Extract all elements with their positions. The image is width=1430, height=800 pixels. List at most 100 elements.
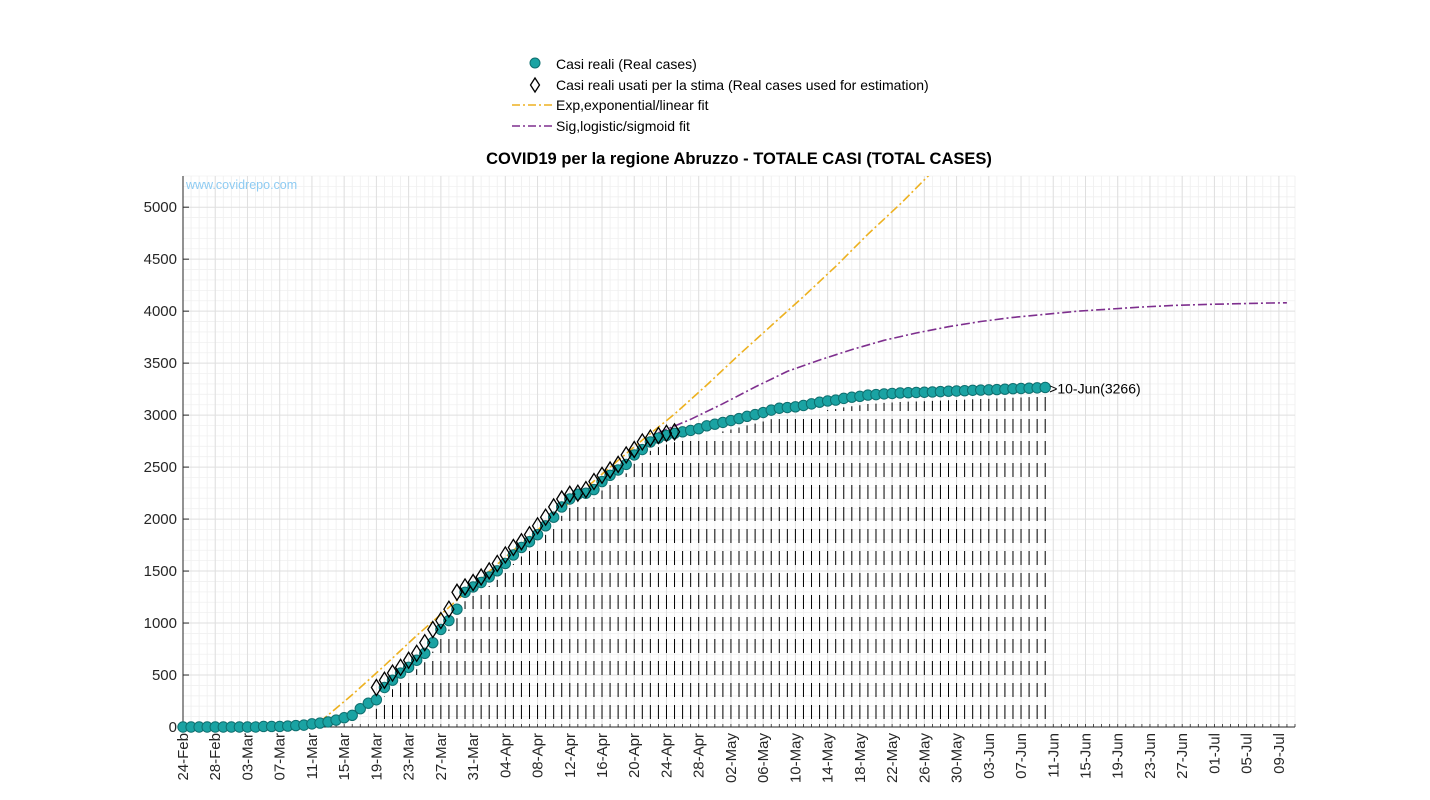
legend-item-exp-fit: Exp,exponential/linear fit: [504, 95, 929, 116]
real-case-point: [1039, 381, 1051, 394]
estimation-point: [523, 525, 536, 544]
estimation-point: [507, 538, 520, 557]
x-tick-label: 03-Jun: [981, 733, 998, 779]
estimation-point: [588, 472, 600, 491]
estimation-point: [394, 658, 407, 677]
x-tick-label: 14-May: [820, 733, 837, 784]
estimation-point: [555, 489, 568, 509]
legend-item-estimation-cases: Casi reali usati per la stima (Real case…: [504, 75, 929, 96]
estimation-point: [459, 577, 471, 597]
y-tick-label: 500: [152, 667, 177, 684]
x-tick-label: 03-Mar: [239, 733, 256, 781]
sigmoid-fit-line: [658, 302, 1287, 434]
real-case-point: [354, 703, 366, 715]
legend-item-sig-fit: Sig,logistic/sigmoid fit: [504, 116, 929, 137]
estimation-point: [491, 554, 504, 573]
legend: Casi reali (Real cases) Casi reali usati…: [504, 54, 929, 136]
x-tick-label: 04-Apr: [497, 733, 514, 778]
estimation-point: [451, 583, 463, 602]
y-tick-label: 3500: [144, 355, 177, 372]
x-tick-label: 19-Mar: [368, 733, 385, 781]
y-tick-label: 1000: [144, 615, 177, 632]
real-case-point: [451, 603, 463, 615]
x-tick-label: 15-Jun: [1077, 733, 1094, 779]
x-tick-label: 05-Jul: [1239, 733, 1256, 774]
dashdot-line-icon: [512, 104, 554, 106]
estimation-point: [604, 460, 616, 480]
estimation-point: [443, 599, 455, 619]
x-tick-label: 24-Apr: [658, 733, 675, 778]
legend-label: Casi reali usati per la stima (Real case…: [556, 76, 929, 93]
legend-item-real-cases: Casi reali (Real cases): [504, 54, 929, 75]
x-tick-label: 23-Mar: [401, 733, 418, 781]
y-tick-label: 2000: [144, 511, 177, 528]
legend-label: Sig,logistic/sigmoid fit: [556, 117, 690, 134]
estimation-point: [499, 545, 512, 565]
y-tick-label: 1500: [144, 563, 177, 580]
x-tick-label: 27-Mar: [433, 733, 450, 781]
estimation-point: [596, 466, 608, 485]
chart-title: COVID19 per la regione Abruzzo - TOTALE …: [486, 150, 992, 168]
x-tick-label: 12-Apr: [562, 733, 579, 778]
x-tick-label: 19-Jun: [1110, 733, 1127, 779]
real-case-point: [443, 614, 455, 627]
estimation-point: [547, 497, 560, 517]
x-tick-label: 26-May: [916, 733, 933, 784]
estimation-point: [620, 445, 632, 465]
legend-label: Exp,exponential/linear fit: [556, 97, 709, 113]
y-tick-label: 0: [169, 719, 177, 736]
x-tick-label: 09-Jul: [1271, 733, 1288, 774]
real-case-point: [346, 709, 358, 722]
x-tick-label: 18-May: [852, 733, 869, 784]
y-tick-label: 4500: [144, 251, 177, 268]
diamond-marker-icon: [529, 76, 541, 93]
estimation-point: [427, 620, 439, 639]
estimation-point: [483, 561, 495, 581]
y-tick-label: 5000: [144, 199, 177, 216]
x-tick-label: 01-Jul: [1206, 733, 1223, 774]
x-tick-label: 30-May: [949, 733, 966, 784]
estimation-point: [531, 516, 544, 536]
estimation-point: [402, 651, 415, 670]
x-tick-label: 07-Jun: [1013, 733, 1030, 779]
x-tick-label: 08-Apr: [530, 733, 547, 778]
x-tick-label: 07-Mar: [272, 733, 289, 781]
estimation-point: [467, 573, 479, 592]
estimation-point: [410, 644, 423, 663]
x-tick-label: 11-Jun: [1045, 733, 1062, 778]
estimation-point: [515, 532, 528, 551]
x-tick-label: 10-May: [787, 733, 804, 784]
estimation-point: [418, 633, 431, 652]
x-tick-label: 23-Jun: [1142, 733, 1159, 779]
x-tick-label: 24-Feb: [175, 733, 192, 781]
y-tick-label: 3000: [144, 407, 177, 424]
estimation-point: [580, 480, 592, 499]
estimation-point: [435, 611, 447, 630]
x-tick-label: 15-Mar: [336, 733, 353, 781]
real-case-point: [547, 511, 560, 523]
x-tick-label: 20-Apr: [626, 733, 643, 778]
x-tick-label: 31-Mar: [465, 733, 482, 781]
circle-marker-icon: [529, 57, 541, 69]
x-tick-label: 06-May: [755, 733, 772, 784]
real-case-point: [419, 647, 431, 659]
estimation-point: [386, 663, 399, 683]
watermark: www.covidrepo.com: [186, 178, 298, 192]
last-point-label: >10-Jun(3266): [1049, 380, 1140, 396]
real-case-point: [620, 458, 632, 471]
estimation-point: [668, 422, 681, 442]
x-tick-label: 27-Jun: [1174, 733, 1191, 779]
exp-fit-line: [319, 176, 930, 723]
x-tick-label: 28-Apr: [691, 733, 708, 778]
y-tick-label: 4000: [144, 303, 177, 320]
y-tick-label: 2500: [144, 459, 177, 476]
x-tick-label: 22-May: [884, 733, 901, 784]
legend-label: Casi reali (Real cases): [556, 56, 697, 72]
estimation-point: [539, 507, 552, 527]
estimation-point: [475, 567, 487, 587]
x-tick-label: 16-Apr: [594, 733, 611, 778]
estimation-point: [378, 670, 391, 690]
x-tick-label: 02-May: [723, 733, 740, 784]
x-tick-label: 28-Feb: [207, 733, 224, 781]
